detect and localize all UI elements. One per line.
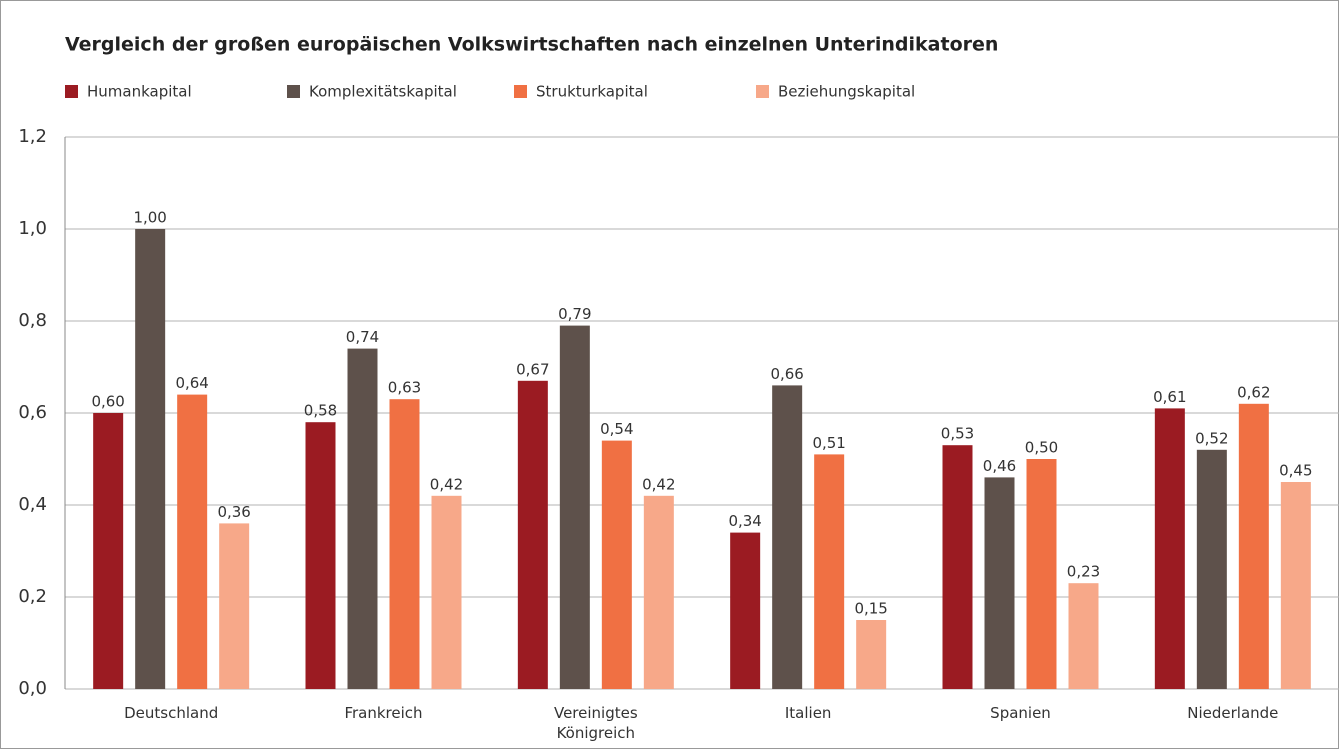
y-tick-label: 0,4	[18, 494, 47, 515]
bar	[305, 422, 336, 689]
data-label: 0,53	[941, 425, 974, 443]
bar	[431, 495, 462, 689]
y-tick-label: 0,0	[18, 678, 47, 699]
y-tick-label: 1,2	[18, 126, 47, 147]
data-label: 0,34	[728, 512, 761, 530]
data-label: 0,51	[812, 434, 845, 452]
bar	[93, 413, 124, 689]
data-label: 0,64	[175, 374, 208, 392]
legend-label: Humankapital	[87, 83, 192, 101]
legend-swatch	[287, 85, 300, 98]
legend-swatch	[514, 85, 527, 98]
bar	[814, 454, 845, 689]
chart-title: Vergleich der großen europäischen Volksw…	[65, 34, 998, 56]
bar	[772, 385, 803, 689]
data-label: 0,36	[217, 503, 250, 521]
data-label: 0,42	[430, 475, 463, 493]
data-label: 0,63	[388, 379, 421, 397]
y-tick-label: 0,6	[18, 402, 47, 423]
bar	[942, 445, 973, 689]
bar	[559, 325, 590, 689]
bar	[1068, 583, 1099, 689]
legend-swatch	[756, 85, 769, 98]
legend-swatch	[65, 85, 78, 98]
bar	[389, 399, 420, 689]
bar	[1238, 403, 1269, 689]
data-label: 0,62	[1237, 383, 1270, 401]
data-label: 0,58	[304, 402, 337, 420]
legend-label: Beziehungskapital	[778, 83, 915, 101]
bar	[856, 620, 887, 689]
data-label: 0,61	[1153, 388, 1186, 406]
legend-label: Komplexitätskapital	[309, 83, 457, 101]
x-tick-label: Italien	[784, 704, 832, 722]
y-tick-label: 1,0	[18, 218, 47, 239]
bar	[1280, 482, 1311, 689]
data-label: 0,46	[983, 457, 1016, 475]
bar	[1154, 408, 1185, 689]
data-label: 0,74	[346, 328, 379, 346]
data-label: 0,60	[91, 393, 124, 411]
bar	[601, 440, 632, 689]
x-tick-label: Spanien	[990, 704, 1051, 722]
data-label: 0,23	[1067, 563, 1100, 581]
x-tick-label: Vereinigtes Königreich	[553, 704, 638, 742]
data-label: 0,54	[600, 420, 633, 438]
bar	[984, 477, 1015, 689]
bar	[1196, 449, 1227, 689]
data-label: 0,67	[516, 360, 549, 378]
data-label: 0,52	[1195, 429, 1228, 447]
bar	[517, 380, 548, 689]
bar	[135, 229, 166, 689]
bar	[177, 394, 208, 689]
bar	[1026, 459, 1057, 689]
x-tick-label: Frankreich	[344, 704, 423, 722]
data-label: 0,15	[854, 600, 887, 618]
bar	[219, 523, 250, 689]
bar	[347, 348, 378, 689]
data-label: 1,00	[133, 209, 166, 227]
legend-label: Strukturkapital	[536, 83, 648, 101]
y-tick-label: 0,2	[18, 586, 47, 607]
data-label: 0,45	[1279, 462, 1312, 480]
bar	[730, 532, 761, 689]
x-tick-label: Deutschland	[124, 704, 219, 722]
data-label: 0,50	[1025, 439, 1058, 457]
y-tick-label: 0,8	[18, 310, 47, 331]
data-label: 0,79	[558, 305, 591, 323]
bar	[643, 495, 674, 689]
x-tick-label: Niederlande	[1187, 704, 1279, 722]
data-label: 0,42	[642, 475, 675, 493]
data-label: 0,66	[770, 365, 803, 383]
